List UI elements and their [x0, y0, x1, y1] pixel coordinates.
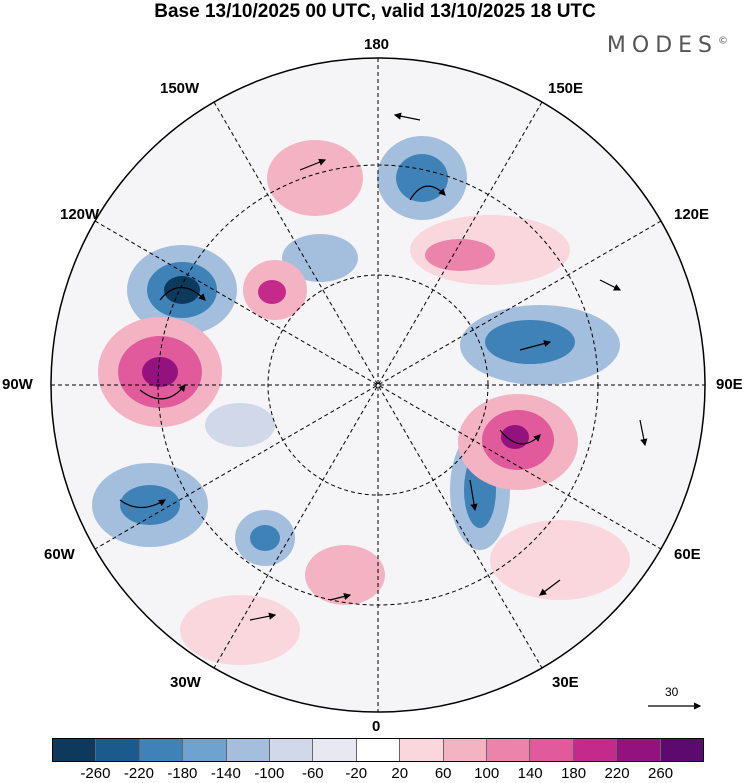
- label-120e: 120E: [674, 206, 710, 223]
- label-90e: 90E: [716, 376, 743, 393]
- anomaly-positive: [267, 140, 363, 216]
- label-180: 180: [364, 36, 390, 53]
- label-0: 0: [372, 718, 381, 735]
- colorbar-swatch: [313, 739, 357, 761]
- wind-arrow: [499, 429, 541, 445]
- anomaly-negative: [120, 485, 180, 525]
- brand-logo: MODES©: [606, 33, 728, 58]
- label-60e: 60E: [674, 546, 701, 563]
- anomaly-positive-core: [142, 357, 178, 387]
- colorbar-tick-label: -140: [210, 765, 241, 782]
- wind-arrow: [539, 579, 561, 596]
- colorbar-swatch: [356, 739, 401, 761]
- colorbar-swatch: [139, 739, 184, 761]
- colorbar-swatch: [226, 739, 271, 761]
- anomaly-negative: [396, 154, 448, 202]
- anomaly-negative: [485, 320, 575, 364]
- label-90w: 90W: [2, 376, 33, 393]
- map-title: Base 13/10/2025 00 UTC, valid 13/10/2025…: [154, 1, 596, 22]
- colorbar-tick-label: 140: [517, 765, 543, 782]
- anomaly-negative: [205, 403, 275, 447]
- label-30e: 30E: [552, 674, 579, 691]
- anomaly-negative: [282, 234, 358, 282]
- wind-arrow: [159, 286, 206, 301]
- colorbar-swatch: [617, 739, 661, 761]
- wind-arrow: [299, 158, 327, 171]
- anomaly-positive: [490, 520, 630, 600]
- wind-vectors: [119, 112, 648, 621]
- anomaly-positive-core: [501, 425, 529, 449]
- colorbar-swatch: [183, 739, 227, 761]
- colorbar-swatch: [443, 739, 488, 761]
- anomaly-positive: [305, 545, 385, 605]
- colorbar-swatch: [53, 739, 97, 761]
- anomaly-positive: [180, 595, 300, 665]
- label-150e: 150E: [548, 80, 584, 97]
- wind-arrow: [519, 340, 552, 351]
- anomaly-negative: [250, 525, 280, 551]
- wind-arrow: [329, 592, 352, 601]
- colorbar-swatch: [660, 739, 704, 761]
- label-150w: 150W: [160, 80, 200, 97]
- colorbar-swatch: [573, 739, 618, 761]
- wind-arrow: [249, 612, 277, 621]
- wind-arrow: [393, 112, 421, 121]
- label-30w: 30W: [170, 674, 201, 691]
- colorbar-tick-label: -220: [123, 765, 154, 782]
- wind-arrow: [599, 279, 622, 291]
- anomaly-positive: [425, 239, 495, 271]
- colorbar-tick-label: -260: [80, 765, 111, 782]
- anomaly-field: [92, 136, 630, 665]
- colorbar-tick-label: -100: [254, 765, 285, 782]
- wind-arrow: [639, 419, 648, 447]
- colorbar-swatch: [270, 739, 314, 761]
- colorbar-tick-label: 20: [391, 765, 409, 782]
- colorbar-swatch: [400, 739, 444, 761]
- anomaly-positive: [258, 280, 286, 304]
- label-120w: 120W: [60, 206, 100, 223]
- wind-arrow: [469, 479, 478, 512]
- colorbar-tick-label: 100: [474, 765, 500, 782]
- label-60w: 60W: [44, 546, 75, 563]
- colorbar-tick-label: -180: [167, 765, 198, 782]
- anomaly-negative-core: [164, 276, 200, 304]
- colorbar-tick-label: 180: [561, 765, 587, 782]
- wind-arrow: [139, 384, 186, 400]
- colorbar-swatch: [96, 739, 140, 761]
- colorbar-tick-label: 220: [604, 765, 630, 782]
- wind-arrow: [119, 499, 167, 509]
- colorbar-swatch: [487, 739, 531, 761]
- graticule: [51, 58, 705, 712]
- colorbar-swatch: [530, 739, 574, 761]
- colorbar-tick-label: -60: [301, 765, 324, 782]
- colorbar-tick-label: -20: [345, 765, 368, 782]
- colorbar: [52, 738, 704, 762]
- reference-vector-label: 30: [665, 685, 679, 699]
- colorbar-tick-label: 60: [434, 765, 452, 782]
- colorbar-tick-label: 260: [648, 765, 674, 782]
- map-border: [50, 57, 706, 713]
- wind-arrow: [409, 185, 446, 201]
